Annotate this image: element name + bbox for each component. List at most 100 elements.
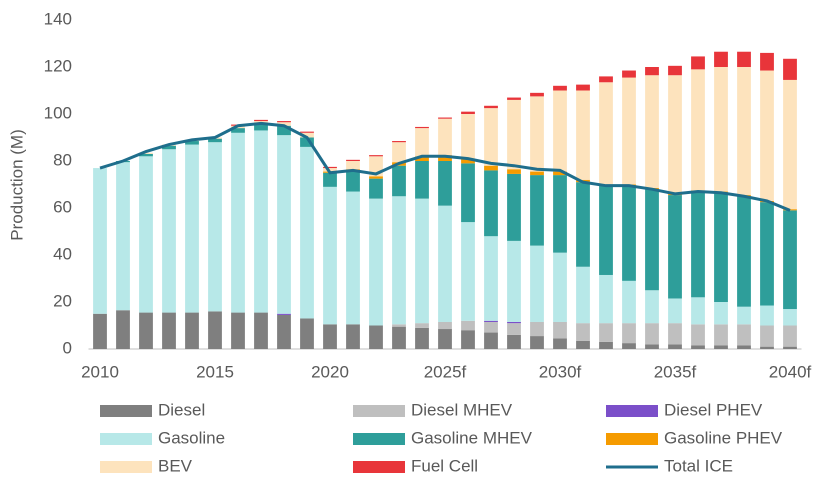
bar [783, 58, 797, 80]
bar [254, 312, 268, 349]
legend-label: Fuel Cell [411, 456, 478, 475]
bar [645, 344, 659, 349]
bar [254, 119, 268, 122]
bar [622, 323, 636, 344]
legend-label: Diesel [158, 400, 205, 419]
bar [599, 185, 613, 275]
y-tick-label: 100 [44, 103, 72, 122]
bar [714, 302, 728, 325]
bar [438, 155, 452, 161]
bar [277, 125, 291, 136]
bar [369, 176, 383, 179]
y-tick-label: 120 [44, 56, 72, 75]
bar [93, 313, 107, 349]
bar [116, 162, 130, 311]
legend-label: BEV [158, 456, 193, 475]
bar [576, 266, 590, 324]
bar [323, 186, 337, 325]
bar [737, 324, 751, 346]
legend-label: Gasoline [158, 428, 225, 447]
bar [346, 170, 360, 192]
bar [277, 313, 291, 315]
legend-label: Gasoline MHEV [411, 428, 533, 447]
bar [783, 346, 797, 349]
bar [392, 142, 406, 163]
bar [208, 142, 222, 312]
bar [461, 158, 475, 164]
bar [553, 338, 567, 349]
bar [461, 111, 475, 114]
legend-swatch [606, 433, 658, 445]
bar [760, 70, 774, 201]
bar [300, 146, 314, 319]
bar [369, 198, 383, 326]
legend-label: Total ICE [664, 456, 733, 475]
x-tick-label: 2010 [81, 362, 119, 381]
bar [691, 69, 705, 191]
bar [461, 114, 475, 159]
bar [162, 149, 176, 313]
bar [438, 118, 452, 156]
bar [645, 67, 659, 76]
bar [553, 175, 567, 253]
bar [599, 82, 613, 185]
bar [300, 318, 314, 349]
bar [553, 85, 567, 91]
x-tick-label: 2025f [424, 362, 467, 381]
bar [461, 330, 475, 349]
bar [760, 305, 774, 326]
legend-swatch [100, 461, 152, 473]
bar [691, 345, 705, 349]
bar [507, 169, 521, 174]
bar [323, 172, 337, 187]
bar [645, 323, 659, 345]
bar [714, 67, 728, 192]
bar [737, 306, 751, 325]
y-tick-label: 0 [63, 338, 72, 357]
bar [668, 75, 682, 194]
bar [622, 70, 636, 78]
bar [576, 84, 590, 91]
bar [415, 126, 429, 129]
bar [323, 168, 337, 172]
legend-swatch [606, 405, 658, 417]
bar [668, 344, 682, 349]
bar [438, 321, 452, 330]
bar [392, 326, 406, 349]
bar [530, 336, 544, 349]
bar [507, 97, 521, 100]
x-tick-label: 2040f [769, 362, 812, 381]
bar [599, 274, 613, 324]
bar [576, 90, 590, 180]
bar [93, 168, 107, 314]
bar [415, 323, 429, 328]
bar [162, 312, 176, 349]
bar [783, 210, 797, 310]
bar [277, 135, 291, 314]
bar [139, 312, 153, 349]
y-tick-label: 140 [44, 9, 72, 28]
bar [576, 182, 590, 267]
bar [530, 175, 544, 246]
bar [714, 192, 728, 302]
y-tick-label: 80 [53, 150, 72, 169]
bar [461, 222, 475, 321]
bar [553, 252, 567, 322]
bar [415, 156, 429, 161]
legend-label: Diesel PHEV [664, 400, 763, 419]
legend-swatch [353, 433, 405, 445]
legend-label: Diesel MHEV [411, 400, 513, 419]
bar [737, 67, 751, 196]
bar [691, 297, 705, 325]
bar [139, 156, 153, 313]
bar [300, 137, 314, 147]
bar [277, 314, 291, 349]
bar [346, 161, 360, 170]
bar [346, 324, 360, 349]
bar [231, 128, 245, 133]
bar [231, 132, 245, 313]
bar [530, 321, 544, 337]
bar [714, 51, 728, 67]
bar [392, 196, 406, 325]
bar [438, 117, 452, 119]
